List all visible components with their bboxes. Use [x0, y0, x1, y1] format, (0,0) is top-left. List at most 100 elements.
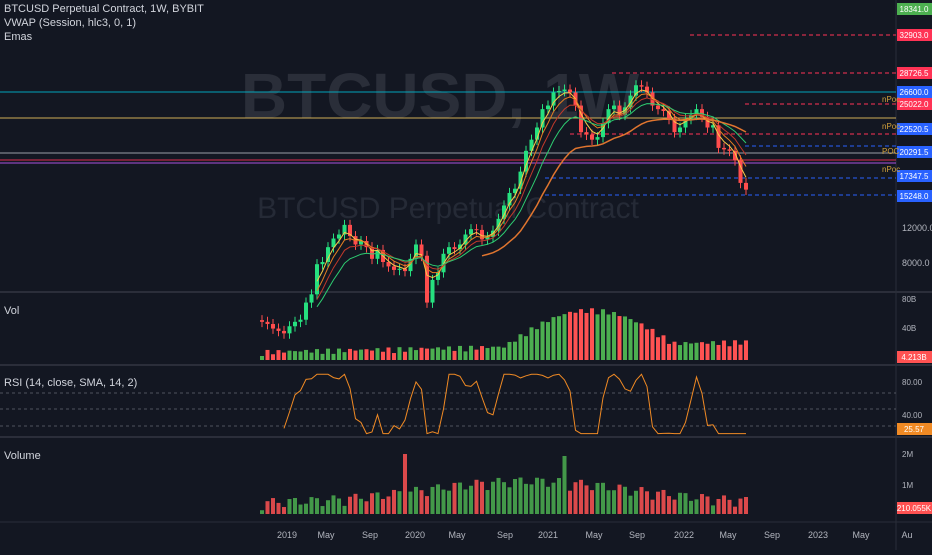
vol-bar [436, 347, 440, 360]
volume-bar [392, 489, 396, 514]
candle-body [282, 330, 286, 334]
volume-bar [425, 496, 429, 514]
level-tag: nPoc [882, 95, 900, 104]
vol-pane-title[interactable]: Vol [4, 305, 20, 317]
volume-bar [700, 494, 704, 514]
volume-bar [524, 483, 528, 514]
candle-body [656, 105, 660, 110]
vol-bar [386, 347, 391, 360]
volume-bar [617, 484, 622, 514]
vol-bar [562, 314, 567, 360]
candle-body [661, 109, 666, 112]
vol-bar [678, 345, 682, 360]
candle-body [298, 319, 303, 322]
vol-bar [381, 351, 385, 360]
candle-body [733, 150, 737, 161]
vol-bar [546, 322, 550, 360]
volume-bar [744, 497, 748, 514]
vol-bar [458, 345, 462, 360]
candle-body [331, 238, 336, 248]
ema-line [481, 118, 747, 257]
candle-body [628, 95, 633, 108]
vol-bar [463, 351, 468, 360]
volume-bar [265, 501, 270, 514]
rsi-line [283, 373, 746, 435]
vol-bar [331, 353, 336, 360]
level-tag: POC [882, 147, 900, 156]
volume-bar [584, 485, 589, 514]
volume-bar [381, 498, 385, 514]
candle-body [595, 137, 600, 140]
rsi-pane[interactable] [0, 373, 896, 435]
time-tick-label: 2022 [674, 530, 694, 540]
volume-bar [452, 482, 457, 514]
vol-bar [507, 341, 512, 360]
candle-body [403, 268, 407, 272]
candle-body [529, 139, 534, 151]
volume-pane[interactable] [260, 454, 748, 514]
volume-last-text: 210.055K [897, 504, 932, 513]
ema-line [316, 89, 747, 282]
volume-bar [342, 505, 347, 514]
vwap-legend[interactable]: VWAP (Session, hlc3, 0, 1) [4, 17, 137, 29]
volume-pane-title[interactable]: Volume [4, 450, 41, 462]
price-label: 18341.0 [897, 3, 932, 15]
candle-body [452, 247, 457, 250]
volume-bar [337, 498, 341, 514]
price-label-bg [897, 3, 932, 15]
price-label: 15248.0 [897, 190, 932, 202]
volume-bar [502, 482, 506, 514]
candle-body [463, 234, 468, 245]
volume-bar [315, 498, 319, 514]
candle-body [546, 105, 550, 110]
volume-bar [551, 482, 556, 514]
emas-legend[interactable]: Emas [4, 31, 33, 43]
candle-body [639, 85, 644, 87]
volume-bar [304, 503, 308, 514]
volume-bar [733, 506, 737, 514]
vol-bar [447, 346, 451, 360]
vol-bar [667, 343, 671, 360]
price-label: 32903.0 [897, 29, 932, 41]
vol-bar [634, 322, 638, 360]
vol-bar [298, 351, 303, 360]
level-tag: nPoc [882, 122, 900, 131]
vol-bar [348, 348, 352, 360]
volume-bar [485, 490, 490, 514]
volume-bar [656, 491, 660, 514]
volume-bar [711, 505, 715, 514]
vol-bar [408, 347, 413, 360]
price-tick-label: 8000.0 [902, 258, 930, 268]
price-pane[interactable] [0, 34, 896, 339]
vol-pane[interactable] [260, 308, 748, 360]
rsi-pane-title[interactable]: RSI (14, close, SMA, 14, 2) [4, 377, 138, 389]
volume-bar [386, 496, 391, 514]
volume-bar [650, 499, 655, 514]
time-tick-label: Sep [497, 530, 513, 540]
vol-bar [590, 308, 594, 360]
price-label-text: 26600.0 [900, 88, 929, 97]
candle-body [337, 234, 341, 239]
volume-bar [293, 498, 297, 514]
volume-bar [672, 499, 677, 514]
volume-bar [683, 493, 688, 514]
volume-last-bg [897, 502, 932, 514]
volume-bar [590, 490, 594, 514]
volume-bar [546, 486, 550, 514]
main-legend[interactable]: BTCUSD Perpetual Contract, 1W, BYBIT VWA… [4, 2, 204, 44]
candle-body [667, 111, 671, 119]
volume-bar [436, 484, 440, 514]
volume-bar [348, 496, 352, 514]
symbol-title[interactable]: BTCUSD Perpetual Contract, 1W, BYBIT [4, 3, 204, 15]
vol-bar [694, 342, 699, 360]
vol-bar [722, 340, 726, 360]
price-label-text: 28726.5 [900, 69, 929, 78]
volume-bar [634, 490, 638, 514]
candle-body [474, 229, 479, 231]
volume-bar [628, 495, 633, 514]
candle-body [683, 118, 688, 128]
candle-body [408, 258, 413, 272]
candle-body [480, 229, 484, 240]
candle-body [315, 264, 319, 295]
